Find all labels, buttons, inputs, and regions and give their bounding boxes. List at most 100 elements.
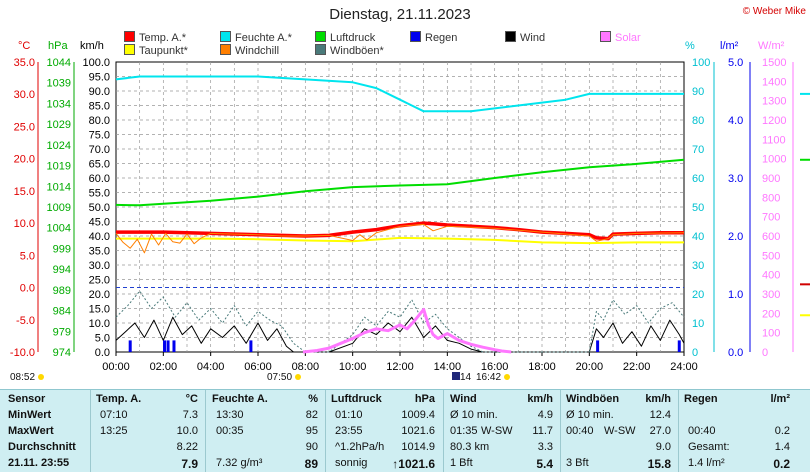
- solar-tick-label: 500: [762, 250, 780, 262]
- unit-wind: km/h: [80, 40, 104, 52]
- header-gust-unit: km/h: [645, 393, 671, 405]
- wind-tick-label: 25.0: [89, 275, 110, 287]
- solar-tick-label: 200: [762, 308, 780, 320]
- wind-tick-label: 60.0: [89, 173, 110, 185]
- series-line-windchill: [115, 223, 685, 254]
- wind-tick-label: 50.0: [89, 202, 110, 214]
- solar-tick-label: 1500: [762, 57, 786, 69]
- humid-time: 7.32 g/m³: [216, 457, 263, 469]
- humidity-tick-label: 30: [692, 260, 704, 272]
- sunset-text: 16:42: [476, 372, 502, 383]
- wind-value: 4.9: [537, 409, 553, 421]
- solar-tick-label: 600: [762, 231, 780, 243]
- wind-tick-label: 85.0: [89, 101, 110, 113]
- wind-tick-label: 55.0: [89, 188, 110, 200]
- unit-pressure: hPa: [48, 40, 68, 52]
- legend-solar: Solar: [600, 31, 641, 44]
- rain-value: 0.2: [773, 457, 790, 471]
- humidity-tick-label: 90: [692, 86, 704, 98]
- col-separator: [443, 390, 444, 472]
- unit-solar: W/m²: [758, 40, 785, 52]
- header-sensor: Sensor: [8, 393, 46, 405]
- temp-tick-label: -10.0: [10, 347, 35, 359]
- wind-tick-label: 20.0: [89, 289, 110, 301]
- humidity-tick-label: 20: [692, 289, 704, 301]
- humidity-tick-label: 100: [692, 57, 710, 69]
- temp-tick-label: 25.0: [14, 121, 35, 133]
- temp-tick-label: 10.0: [14, 218, 35, 230]
- row-label: MinWert: [8, 409, 52, 421]
- rain-bar: [596, 340, 600, 352]
- wind-tick-label: 90.0: [89, 86, 110, 98]
- wind-tick-label: 45.0: [89, 217, 110, 229]
- credit-text[interactable]: © Weber Mike: [742, 6, 806, 17]
- pressure-tick-label: 974: [53, 347, 71, 359]
- solar-tick-label: 0: [762, 347, 768, 359]
- x-tick-label: 22:00: [623, 361, 651, 373]
- moon-icon: [452, 372, 460, 380]
- solar-tick-label: 1300: [762, 96, 786, 108]
- wind-time: Ø 10 min.: [450, 409, 498, 421]
- legend-pressure: Luftdruck: [315, 31, 375, 44]
- legend-swatch: [124, 44, 135, 55]
- header-press: Luftdruck: [331, 393, 382, 405]
- press-time: ^1.2hPa/h: [335, 441, 385, 453]
- header-rain: Regen: [684, 393, 718, 405]
- solar-tick-label: 700: [762, 212, 780, 224]
- humidity-tick-label: 70: [692, 144, 704, 156]
- rain-bar: [128, 340, 132, 352]
- rain-tick-label: 2.0: [728, 231, 743, 243]
- gust-value: 27.0: [649, 425, 671, 437]
- x-tick-label: 10:00: [339, 361, 367, 373]
- legend-swatch: [315, 31, 326, 42]
- legend-swatch: [505, 31, 516, 42]
- series-line-feuchte-a: [115, 75, 684, 113]
- sunrise-text: 07:50: [267, 372, 293, 383]
- rain-bar: [166, 340, 170, 352]
- humid-time: 00:35: [216, 425, 244, 437]
- press-time: sonnig: [335, 457, 368, 469]
- temp-tick-label: 15.0: [14, 186, 35, 198]
- x-tick-label: 24:00: [670, 361, 698, 373]
- pressure-tick-label: 989: [53, 285, 71, 297]
- press-time: 23:55: [335, 425, 363, 437]
- row-label: 21.11. 23:55: [8, 457, 70, 469]
- gust-time: Ø 10 min.: [566, 409, 614, 421]
- series-line-luftdruck: [115, 158, 685, 207]
- humid-value: 95: [305, 425, 318, 437]
- press-value: 1014.9: [401, 441, 435, 453]
- moon-text: 14: [460, 372, 472, 383]
- header-temp: Temp. A.: [96, 393, 142, 405]
- header-rain-unit: l/m²: [770, 393, 790, 405]
- legend-label: Windböen*: [330, 45, 384, 57]
- solar-tick-label: 100: [762, 328, 780, 340]
- legend-dewpoint: Taupunkt*: [124, 44, 188, 57]
- legend-label: Feuchte A.*: [235, 32, 292, 44]
- legend-label: Luftdruck: [330, 32, 376, 44]
- series-line-taupunkt: [116, 236, 684, 245]
- temp-time: 07:10: [100, 409, 128, 421]
- humidity-tick-label: 10: [692, 318, 704, 330]
- wind-tick-label: 15.0: [89, 304, 110, 316]
- solar-tick-label: 1100: [762, 134, 786, 146]
- solar-tick-label: 1000: [762, 154, 786, 166]
- humid-value: 89: [304, 457, 318, 471]
- sunset-time: 16:42: [476, 372, 510, 383]
- humidity-tick-label: 0: [692, 347, 698, 359]
- wind-time: 1 Bft: [450, 457, 473, 469]
- legend-swatch: [315, 44, 326, 55]
- pressure-tick-label: 1034: [47, 98, 71, 110]
- humidity-tick-label: 60: [692, 173, 704, 185]
- chart-title: Dienstag, 21.11.2023: [329, 6, 471, 23]
- col-separator: [205, 390, 206, 472]
- pressure-tick-label: 1029: [47, 119, 71, 131]
- wind-tick-label: 95.0: [89, 72, 110, 84]
- time-left: 08:52: [10, 372, 44, 383]
- legend-gusts: Windböen*: [315, 44, 384, 57]
- x-tick-label: 18:00: [528, 361, 556, 373]
- press-value: ↑1021.6: [392, 457, 435, 471]
- pressure-tick-label: 1024: [47, 140, 71, 152]
- x-tick-label: 14:00: [434, 361, 462, 373]
- rain-bar: [172, 340, 176, 352]
- legend-swatch: [220, 44, 231, 55]
